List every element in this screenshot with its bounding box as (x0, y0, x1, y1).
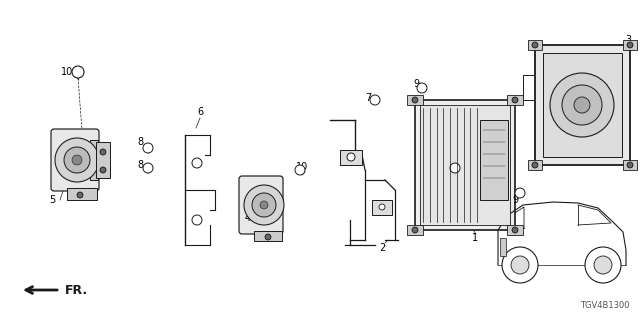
Circle shape (502, 247, 538, 283)
Bar (420, 105, 510, 225)
Circle shape (192, 215, 202, 225)
Circle shape (143, 143, 153, 153)
Circle shape (145, 165, 151, 171)
Text: 8: 8 (137, 160, 143, 170)
Text: 9: 9 (512, 195, 518, 205)
Circle shape (585, 247, 621, 283)
Text: 4: 4 (245, 213, 251, 223)
Text: 10: 10 (296, 162, 308, 172)
Bar (535, 45, 630, 165)
Bar (407, 95, 423, 105)
Circle shape (627, 162, 633, 168)
Bar (507, 95, 523, 105)
Circle shape (72, 66, 84, 78)
Bar (623, 40, 637, 50)
Text: 9: 9 (413, 79, 419, 89)
Circle shape (562, 85, 602, 125)
Text: 5: 5 (49, 195, 55, 205)
Text: 8: 8 (137, 137, 143, 147)
Circle shape (297, 167, 303, 173)
Circle shape (143, 163, 153, 173)
Circle shape (512, 97, 518, 103)
Bar (623, 160, 637, 170)
Circle shape (574, 97, 590, 113)
Circle shape (100, 167, 106, 173)
Circle shape (244, 185, 284, 225)
Circle shape (372, 97, 378, 103)
Circle shape (252, 193, 276, 217)
Circle shape (511, 256, 529, 274)
Text: 7: 7 (365, 93, 371, 103)
Circle shape (347, 153, 355, 161)
Circle shape (77, 192, 83, 198)
Text: 2: 2 (379, 243, 385, 253)
Circle shape (412, 97, 418, 103)
FancyBboxPatch shape (51, 129, 99, 191)
Circle shape (412, 227, 418, 233)
Circle shape (512, 227, 518, 233)
Circle shape (145, 145, 151, 151)
Circle shape (192, 158, 202, 168)
Circle shape (72, 155, 82, 165)
FancyBboxPatch shape (239, 176, 283, 234)
Bar (500, 238, 506, 256)
Bar (340, 150, 362, 165)
Bar (90, 140, 98, 180)
Circle shape (550, 73, 614, 137)
Bar (528, 40, 542, 50)
Circle shape (295, 165, 305, 175)
Circle shape (532, 162, 538, 168)
Circle shape (265, 234, 271, 240)
Bar (372, 200, 392, 215)
Circle shape (370, 95, 380, 105)
Bar (67, 188, 97, 200)
Bar (96, 142, 110, 178)
Circle shape (450, 163, 460, 173)
Circle shape (260, 201, 268, 209)
Circle shape (419, 85, 425, 91)
Circle shape (417, 83, 427, 93)
Circle shape (627, 42, 633, 48)
Text: 6: 6 (197, 107, 203, 117)
Text: 3: 3 (625, 35, 631, 45)
Text: 7: 7 (445, 161, 451, 171)
Circle shape (100, 149, 106, 155)
Text: 10: 10 (61, 67, 73, 77)
Text: 1: 1 (472, 233, 478, 243)
Text: FR.: FR. (65, 284, 88, 297)
Bar (407, 225, 423, 235)
Circle shape (452, 165, 458, 171)
Bar (254, 231, 282, 241)
Circle shape (515, 188, 525, 198)
Circle shape (379, 204, 385, 210)
Bar (480, 120, 508, 200)
Bar (543, 53, 622, 157)
Circle shape (64, 147, 90, 173)
Bar (415, 100, 515, 230)
Circle shape (517, 190, 523, 196)
Bar (528, 160, 542, 170)
Text: TGV4B1300: TGV4B1300 (580, 301, 630, 310)
Bar (507, 225, 523, 235)
Circle shape (74, 68, 82, 76)
Circle shape (532, 42, 538, 48)
Circle shape (55, 138, 99, 182)
Circle shape (594, 256, 612, 274)
